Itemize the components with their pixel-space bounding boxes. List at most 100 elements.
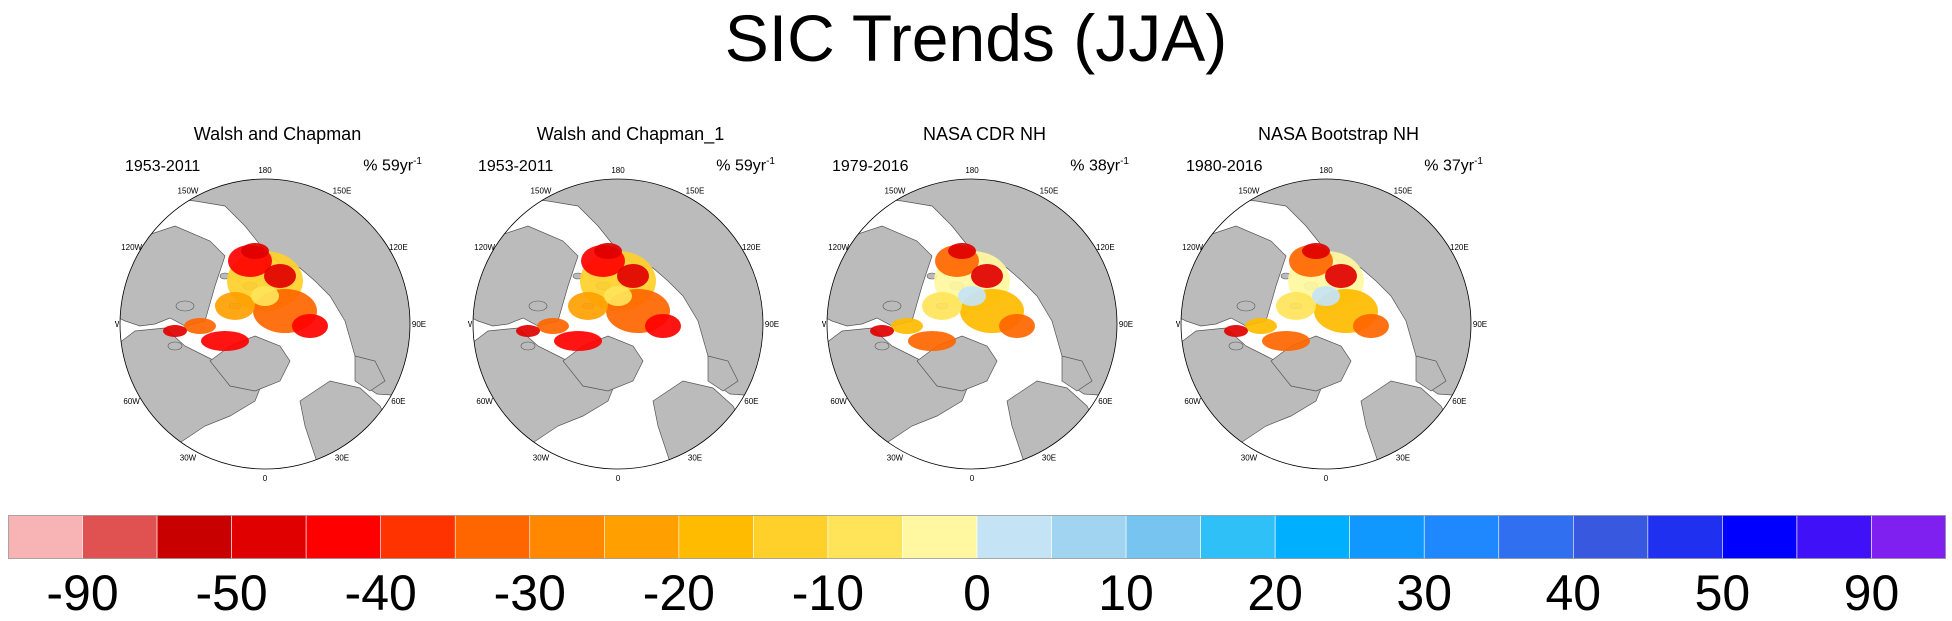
longitude-label: 120W: [474, 243, 495, 252]
sea-ice-trend: [215, 292, 255, 320]
longitude-label: 0: [616, 474, 621, 483]
longitude-label: 90E: [765, 320, 779, 329]
sea-ice-trend: [292, 314, 328, 338]
longitude-label: 120E: [742, 243, 761, 252]
sea-ice-trend: [241, 243, 269, 259]
longitude-label: 0: [263, 474, 268, 483]
map-panel-nasa-bootstrap: NASA Bootstrap NH 1980-2016 % 37yr-1 180…: [1166, 120, 1511, 490]
figure-title: SIC Trends (JJA): [724, 1, 1228, 75]
panel-title: NASA CDR NH: [922, 124, 1047, 144]
colorbar-swatch: [753, 515, 829, 559]
colorbar-tick-label: 0: [963, 565, 991, 621]
longitude-label: 150W: [1239, 187, 1260, 196]
land: [497, 179, 763, 397]
sea-ice-trend: [1312, 286, 1340, 306]
island: [167, 341, 183, 351]
colorbar-tick-label: 50: [1694, 565, 1751, 621]
island: [874, 341, 890, 351]
longitude-label: 60E: [391, 397, 405, 406]
longitude-label: 30E: [335, 453, 349, 462]
longitude-label: 90W: [468, 320, 473, 329]
map-panel-nasa-cdr: NASA CDR NH 1979-2016 % 38yr-1 180 150E 12…: [812, 120, 1157, 490]
colorbar-tick-label: 10: [1098, 565, 1154, 621]
sea-ice-trend: [163, 325, 187, 337]
period-label: 1980-2016: [1186, 158, 1263, 175]
longitude-label: 150W: [885, 187, 906, 196]
longitude-label: 150W: [531, 187, 552, 196]
sea-ice-trend: [617, 264, 649, 288]
sea-ice-trend: [922, 292, 962, 320]
map-border: [1180, 178, 1472, 470]
period-label: 1979-2016: [832, 158, 909, 175]
longitude-label: 0: [970, 474, 975, 483]
longitude-label: 60W: [830, 397, 847, 406]
colorbar-swatch: [156, 515, 232, 559]
panel-title: NASA Bootstrap NH: [1257, 124, 1420, 144]
island: [175, 300, 195, 312]
sea-ice-trend: [251, 286, 279, 306]
colorbar-swatch: [529, 515, 605, 559]
colorbar-swatch: [1871, 515, 1946, 559]
longitude-label: 30W: [887, 453, 904, 462]
longitude-label: 90E: [1119, 320, 1133, 329]
land: [1415, 355, 1447, 392]
sea-ice-trend: [1276, 292, 1316, 320]
sea-ice-trend: [1325, 264, 1357, 288]
longitude-label: 60E: [744, 397, 758, 406]
colorbar-swatch: [1274, 515, 1350, 559]
longitude-label: 90W: [115, 320, 120, 329]
longitude-label: 30E: [688, 453, 702, 462]
polar-map: 180 150E 120E 90E 60E 30E 0 30W 60W 90W 120W 150W: [115, 166, 426, 483]
sea-ice-trend: [264, 264, 296, 288]
longitude-label: 90E: [1473, 320, 1487, 329]
map-border: [119, 178, 411, 470]
polar-map: 180 150E 120E 90E 60E 30E 0 30W 60W 90W 120W 150W: [468, 166, 779, 483]
unit-label: % 38yr-1: [1070, 156, 1129, 175]
colorbar-swatch: [1498, 515, 1574, 559]
longitude-label: 30W: [180, 453, 197, 462]
sea-ice-trend: [1262, 331, 1310, 351]
longitude-label: 120E: [1096, 243, 1115, 252]
longitude-label: 180: [258, 166, 272, 175]
colorbar-tick-label: 20: [1247, 565, 1303, 621]
sea-ice-trend: [891, 318, 923, 334]
land: [144, 179, 410, 397]
sea-ice-trend: [184, 318, 216, 334]
colorbar-swatch: [1722, 515, 1798, 559]
longitude-label: 150E: [333, 187, 352, 196]
island: [882, 300, 902, 312]
longitude-label: 180: [611, 166, 625, 175]
polar-map: 180 150E 120E 90E 60E 30E 0 30W 60W 90W 120W 150W: [1176, 166, 1487, 483]
longitude-label: 60E: [1098, 397, 1112, 406]
longitude-label: 90W: [1176, 320, 1181, 329]
sea-ice-trend: [1245, 318, 1277, 334]
colorbar-tick-label: -20: [642, 565, 715, 621]
longitude-label: 180: [965, 166, 979, 175]
longitude-label: 120W: [121, 243, 142, 252]
sea-ice-trend: [568, 292, 608, 320]
colorbar-swatch: [976, 515, 1052, 559]
longitude-label: 30W: [533, 453, 550, 462]
unit-label: % 59yr-1: [716, 156, 775, 175]
sea-ice-trend: [958, 286, 986, 306]
sea-ice-trend: [1224, 325, 1248, 337]
colorbar-swatch: [1051, 515, 1127, 559]
colorbar-swatch: [1573, 515, 1649, 559]
map-border: [472, 178, 764, 470]
colorbar-swatch: [1796, 515, 1872, 559]
longitude-label: 150W: [178, 187, 199, 196]
sea-ice-trend: [1353, 314, 1389, 338]
panel-title: Walsh and Chapman_1: [536, 124, 725, 144]
colorbar-swatch: [1349, 515, 1425, 559]
colorbar-swatch: [827, 515, 903, 559]
island: [528, 300, 548, 312]
sea-ice-trend: [604, 286, 632, 306]
longitude-label: 120W: [828, 243, 849, 252]
colorbar-swatch: [604, 515, 680, 559]
longitude-label: 120W: [1182, 243, 1203, 252]
longitude-label: 90E: [412, 320, 426, 329]
sea-ice-trend: [554, 331, 602, 351]
island: [1236, 300, 1256, 312]
colorbar-tick-label: -10: [791, 565, 865, 621]
land: [354, 355, 386, 392]
